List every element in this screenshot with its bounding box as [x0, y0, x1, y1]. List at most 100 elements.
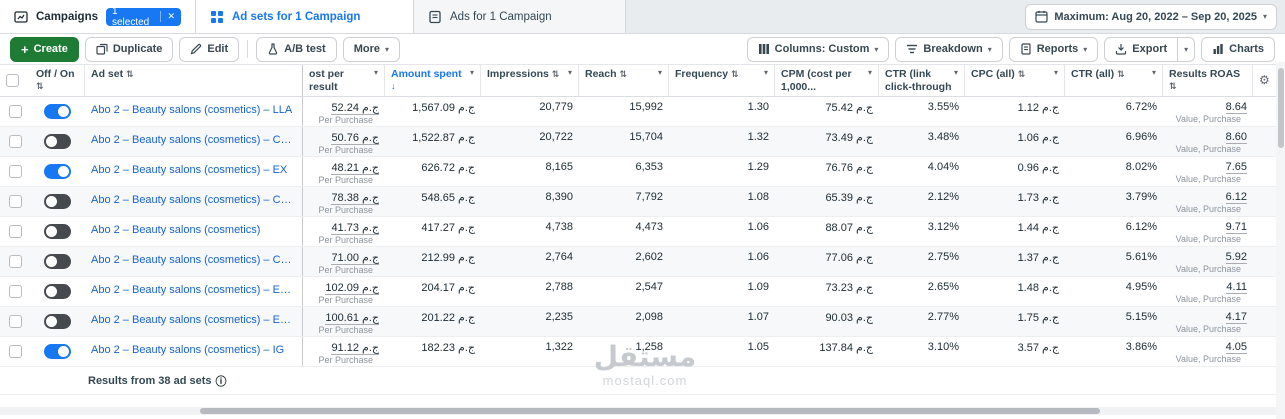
- results-roas-cell: 6.12 Value, Purchase: [1163, 187, 1253, 216]
- breakdown-button[interactable]: Breakdown ▾: [895, 36, 1003, 62]
- results-roas-value[interactable]: 9.71: [1225, 221, 1247, 234]
- ad-set-toggle[interactable]: [44, 344, 71, 359]
- row-checkbox[interactable]: [8, 225, 22, 238]
- date-range-picker[interactable]: Maximum: Aug 20, 2022 – Sep 20, 2025 ▾: [1025, 3, 1277, 30]
- results-roas-value[interactable]: 6.12: [1225, 191, 1247, 204]
- chevron-down-icon[interactable]: ▾: [763, 68, 768, 77]
- column-header-amount-spent[interactable]: Amount spent ↓ ▾: [385, 65, 481, 96]
- export-button[interactable]: Export: [1104, 36, 1179, 62]
- more-button[interactable]: More ▾: [342, 36, 400, 62]
- chevron-down-icon[interactable]: ▾: [373, 68, 378, 77]
- ab-test-button[interactable]: A/B test: [256, 36, 337, 62]
- table-row: Abo 2 – Beauty salons (cosmetics) – Copy…: [0, 127, 1276, 157]
- ad-set-link[interactable]: Abo 2 – Beauty salons (cosmetics) – EX: [91, 164, 288, 176]
- ad-set-toggle[interactable]: [44, 254, 71, 269]
- ad-set-toggle[interactable]: [44, 314, 71, 329]
- chevron-down-icon[interactable]: ▾: [657, 68, 662, 77]
- row-checkbox[interactable]: [8, 135, 22, 148]
- row-checkbox[interactable]: [8, 195, 22, 208]
- columns-icon: [758, 43, 770, 55]
- ad-set-toggle[interactable]: [44, 284, 71, 299]
- ad-set-toggle[interactable]: [44, 224, 71, 239]
- results-roas-value[interactable]: 4.11: [1226, 281, 1247, 294]
- horizontal-scrollbar-thumb[interactable]: [200, 408, 1100, 414]
- ad-set-link[interactable]: Abo 2 – Beauty salons (cosmetics) – EX -…: [91, 314, 296, 326]
- column-header-off-on[interactable]: Off / On ⇅: [30, 65, 85, 96]
- tab-ads[interactable]: Ads for 1 Campaign: [414, 0, 626, 33]
- results-roas-value[interactable]: 4.17: [1225, 311, 1247, 324]
- ad-set-toggle[interactable]: [44, 134, 71, 149]
- cost-per-result-value[interactable]: 91.12 ج.م: [331, 342, 379, 355]
- cost-per-result-value[interactable]: 78.38 ج.م: [331, 192, 379, 205]
- badge-close-icon[interactable]: ✕: [160, 11, 181, 22]
- cost-per-result-sub: Per Purchase: [318, 115, 373, 125]
- results-roas-value[interactable]: 8.60: [1225, 131, 1247, 144]
- edit-button[interactable]: Edit: [179, 36, 240, 62]
- ad-set-link[interactable]: Abo 2 – Beauty salons (cosmetics) – Copy: [91, 254, 296, 266]
- column-header-cpc-all[interactable]: CPC (all) ⇅ ▾: [965, 65, 1065, 96]
- ctr-all-value: 8.02%: [1125, 161, 1157, 173]
- results-roas-sub: Value, Purchase: [1175, 234, 1241, 244]
- column-header-cost-per-result[interactable]: ost per result ▾: [303, 65, 385, 96]
- chevron-down-icon[interactable]: ▾: [1053, 68, 1058, 77]
- ctr-all-cell: 5.15%: [1065, 307, 1163, 336]
- column-header-impressions[interactable]: Impressions ⇅ ▾: [481, 65, 579, 96]
- cost-per-result-value[interactable]: 48.21 ج.م: [331, 162, 379, 175]
- results-roas-value[interactable]: 4.05: [1225, 341, 1247, 354]
- results-roas-value[interactable]: 8.64: [1225, 101, 1247, 114]
- ad-set-link[interactable]: Abo 2 – Beauty salons (cosmetics): [91, 224, 261, 236]
- chevron-down-icon[interactable]: ▾: [953, 68, 958, 77]
- column-header-ctr-link[interactable]: CTR (link click-through rate) ⇅ ▾: [879, 65, 965, 96]
- reports-button[interactable]: Reports ▾: [1008, 36, 1099, 62]
- columns-button[interactable]: Columns: Custom ▾: [746, 36, 890, 62]
- chevron-down-icon[interactable]: ▾: [1151, 68, 1156, 77]
- row-checkbox[interactable]: [8, 285, 22, 298]
- select-all-checkbox[interactable]: [6, 74, 19, 87]
- ad-set-link[interactable]: Abo 2 – Beauty salons (cosmetics) – LLA: [91, 104, 293, 116]
- chevron-down-icon: ▾: [1083, 44, 1088, 54]
- duplicate-button[interactable]: Duplicate: [84, 36, 174, 62]
- ad-set-toggle[interactable]: [44, 104, 71, 119]
- column-header-ctr-all[interactable]: CTR (all) ⇅ ▾: [1065, 65, 1163, 96]
- row-checkbox[interactable]: [8, 345, 22, 358]
- vertical-scrollbar-thumb[interactable]: [1277, 68, 1284, 148]
- ctr-link-cell: 2.65%: [879, 277, 965, 306]
- results-roas-value[interactable]: 7.65: [1225, 161, 1247, 174]
- column-header-cpm[interactable]: CPM (cost per 1,000... ▾: [775, 65, 879, 96]
- column-header-frequency[interactable]: Frequency ⇅ ▾: [669, 65, 775, 96]
- cost-per-result-value[interactable]: 52.24 ج.م: [331, 102, 379, 115]
- cost-per-result-value[interactable]: 71.00 ج.م: [331, 252, 379, 265]
- ad-set-toggle[interactable]: [44, 194, 71, 209]
- ad-set-link[interactable]: Abo 2 – Beauty salons (cosmetics) – Copy: [91, 134, 296, 146]
- cost-per-result-value[interactable]: 50.76 ج.م: [331, 132, 379, 145]
- tab-adsets[interactable]: Ad sets for 1 Campaign: [196, 0, 414, 33]
- ad-set-link[interactable]: Abo 2 – Beauty salons (cosmetics) – Copy: [91, 194, 296, 206]
- chevron-down-icon[interactable]: ▾: [867, 68, 872, 77]
- column-header-results-roas[interactable]: Results ROAS ⇅: [1163, 65, 1253, 96]
- tab-campaigns[interactable]: Campaigns 1 selected ✕: [0, 0, 196, 33]
- table-row: Abo 2 – Beauty salons (cosmetics) – EX -…: [0, 277, 1276, 307]
- cost-per-result-value[interactable]: 102.09 ج.م: [325, 282, 379, 295]
- frequency-cell: 1.32: [669, 127, 775, 156]
- row-checkbox[interactable]: [8, 165, 22, 178]
- ad-set-link[interactable]: Abo 2 – Beauty salons (cosmetics) – IG: [91, 344, 285, 356]
- charts-button[interactable]: Charts: [1201, 36, 1275, 62]
- row-checkbox[interactable]: [8, 255, 22, 268]
- info-icon[interactable]: ⓘ: [215, 375, 227, 388]
- column-header-ad-set[interactable]: Ad set ⇅: [85, 65, 303, 96]
- results-roas-value[interactable]: 5.92: [1225, 251, 1247, 264]
- create-button[interactable]: + Create: [10, 36, 79, 62]
- row-spacer-cell: [1253, 337, 1276, 366]
- chevron-down-icon[interactable]: ▾: [567, 68, 572, 77]
- gear-icon[interactable]: ⚙: [1259, 73, 1270, 87]
- cost-per-result-value[interactable]: 100.61 ج.م: [325, 312, 379, 325]
- row-checkbox[interactable]: [8, 315, 22, 328]
- column-header-reach[interactable]: Reach ⇅ ▾: [579, 65, 669, 96]
- chevron-down-icon[interactable]: ▾: [469, 68, 474, 77]
- export-options-button[interactable]: ▾: [1178, 36, 1196, 62]
- ad-set-toggle[interactable]: [44, 164, 71, 179]
- sort-icon: ⇅: [619, 69, 627, 79]
- cost-per-result-value[interactable]: 41.73 ج.م: [331, 222, 379, 235]
- row-checkbox[interactable]: [8, 105, 22, 118]
- ad-set-link[interactable]: Abo 2 – Beauty salons (cosmetics) – EX -…: [91, 284, 296, 296]
